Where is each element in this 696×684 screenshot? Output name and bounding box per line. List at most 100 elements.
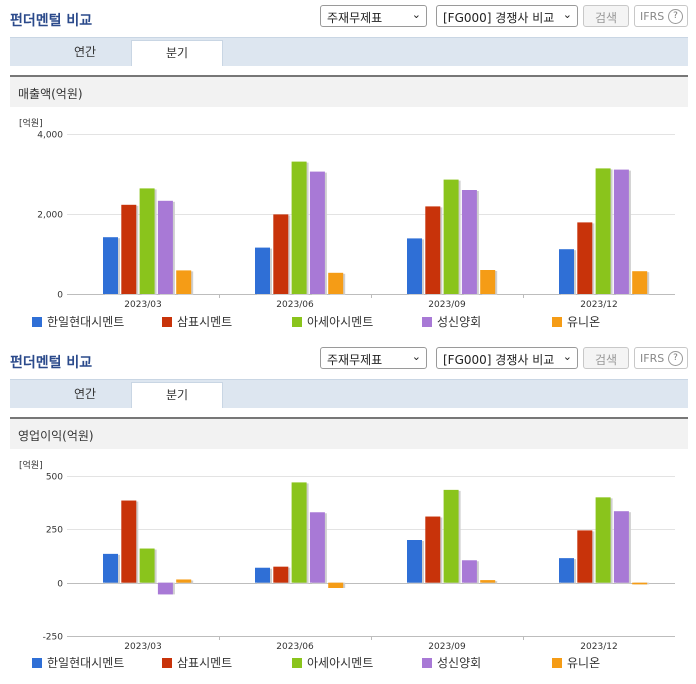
bar-2023-03-series-1[interactable] <box>121 204 137 294</box>
chart-title: 매출액(억원) <box>10 77 688 107</box>
legend-swatch <box>292 658 302 668</box>
bar-2023-06-series-0[interactable] <box>255 567 270 583</box>
legend-item-series-2[interactable]: 아세아시멘트 <box>292 313 373 330</box>
bar-2023-12-series-2[interactable] <box>595 168 611 294</box>
bar-2023-12-series-0[interactable] <box>559 249 574 294</box>
bar-2023-06-series-0[interactable] <box>255 247 270 294</box>
bar-2023-03-series-1[interactable] <box>121 500 137 583</box>
chevron-down-icon: ⌄ <box>411 350 421 363</box>
ifrs-label: IFRS <box>640 10 665 23</box>
bar-2023-06-series-3[interactable] <box>309 171 325 294</box>
bar-2023-06-series-2[interactable] <box>291 482 307 583</box>
legend-swatch <box>32 658 42 668</box>
bar-2023-09-series-1[interactable] <box>425 206 441 294</box>
bar-2023-12-series-1[interactable] <box>577 222 593 294</box>
revenue-chart: 매출액(억원) [억원] 0 2,000 4,000 2023/03 2023/06 20… <box>10 75 688 335</box>
legend-swatch <box>552 658 562 668</box>
ifrs-button[interactable]: IFRS ? <box>634 5 688 27</box>
bar-2023-12-series-2[interactable] <box>595 497 611 583</box>
bar-2023-06-series-4[interactable] <box>328 582 344 588</box>
chevron-down-icon: ⌄ <box>562 350 572 363</box>
tab-annual[interactable]: 연간 <box>73 45 97 59</box>
bar-2023-03-series-4[interactable] <box>176 579 192 583</box>
comparison-group-select[interactable]: [FG000] 경쟁사 비교 ⌄ <box>436 5 578 27</box>
bar-2023-03-series-2[interactable] <box>139 548 155 583</box>
help-icon[interactable]: ? <box>668 9 683 24</box>
legend-swatch <box>422 658 432 668</box>
bar-2023-12-series-4[interactable] <box>632 271 648 294</box>
x-tick-label-2023-12: 2023/12 <box>580 642 617 652</box>
bar-2023-09-series-0[interactable] <box>407 238 422 294</box>
y-tick-label: 4,000 <box>37 131 63 141</box>
legend-swatch <box>422 317 432 327</box>
bar-2023-09-series-1[interactable] <box>425 516 441 583</box>
bar-2023-12-series-4[interactable] <box>632 582 648 585</box>
bar-2023-09-series-4[interactable] <box>480 270 496 294</box>
y-tick-label: 0 <box>57 580 63 590</box>
bar-2023-06-series-4[interactable] <box>328 272 344 294</box>
bar-2023-12-series-1[interactable] <box>577 530 593 583</box>
y-unit-label: [억원] <box>19 119 43 129</box>
x-tick-label-2023-06: 2023/06 <box>276 300 314 310</box>
bar-2023-12-series-3[interactable] <box>613 169 629 294</box>
legend-item-series-1[interactable]: 삼표시멘트 <box>162 654 232 671</box>
bar-2023-03-series-3[interactable] <box>157 200 173 294</box>
help-icon[interactable]: ? <box>668 351 683 366</box>
statement-type-select[interactable]: 주재무제표 ⌄ <box>320 347 427 369</box>
legend-item-series-0[interactable]: 한일현대시멘트 <box>32 313 124 330</box>
y-unit-label: [억원] <box>19 461 43 471</box>
x-tick-label-2023-06: 2023/06 <box>276 642 314 652</box>
bar-2023-03-series-2[interactable] <box>139 188 155 294</box>
search-button[interactable]: 검색 <box>583 5 629 27</box>
panel-header: 펀더멘털 비교 주재무제표 ⌄ [FG000] 경쟁사 비교 ⌄ 검색 IFRS… <box>0 0 696 32</box>
x-tick-label-2023-09: 2023/09 <box>428 642 466 652</box>
comparison-group-select[interactable]: [FG000] 경쟁사 비교 ⌄ <box>436 347 578 369</box>
legend-item-series-4[interactable]: 유니온 <box>552 313 600 330</box>
bar-2023-09-series-3[interactable] <box>461 560 477 583</box>
bar-2023-09-series-2[interactable] <box>443 489 459 583</box>
bar-2023-09-series-3[interactable] <box>461 190 477 294</box>
bar-2023-03-series-4[interactable] <box>176 270 192 294</box>
bar-2023-06-series-1[interactable] <box>273 214 289 294</box>
tab-quarterly[interactable]: 분기 <box>131 40 223 66</box>
chevron-down-icon: ⌄ <box>411 8 421 21</box>
x-tick-label-2023-03: 2023/03 <box>124 642 161 652</box>
legend-item-series-1[interactable]: 삼표시멘트 <box>162 313 232 330</box>
y-tick-label: 0 <box>57 291 63 301</box>
operating-profit-bar-chart: -250 0 250 500 2023/03 2023/06 2023/09 2023/12 <box>43 473 675 652</box>
statement-type-value: 주재무제표 <box>327 11 383 25</box>
bar-2023-06-series-3[interactable] <box>309 512 325 583</box>
legend-item-series-4[interactable]: 유니온 <box>552 654 600 671</box>
legend-label: 한일현대시멘트 <box>47 656 125 670</box>
tab-quarterly[interactable]: 분기 <box>131 382 223 408</box>
legend-item-series-0[interactable]: 한일현대시멘트 <box>32 654 124 671</box>
panel-header: 펀더멘털 비교 주재무제표 ⌄ [FG000] 경쟁사 비교 ⌄ 검색 IFRS… <box>0 342 696 374</box>
legend-item-series-3[interactable]: 성신양회 <box>422 654 481 671</box>
legend-item-series-2[interactable]: 아세아시멘트 <box>292 654 373 671</box>
bar-2023-09-series-2[interactable] <box>443 179 459 294</box>
comparison-group-value: [FG000] 경쟁사 비교 <box>443 11 555 25</box>
bar-2023-06-series-1[interactable] <box>273 566 289 583</box>
bar-2023-12-series-0[interactable] <box>559 558 574 583</box>
tab-annual[interactable]: 연간 <box>73 387 97 401</box>
bar-2023-09-series-0[interactable] <box>407 540 422 583</box>
bar-2023-03-series-0[interactable] <box>103 237 118 294</box>
ifrs-label: IFRS <box>640 352 665 365</box>
x-tick-label-2023-12: 2023/12 <box>580 300 617 310</box>
bar-2023-03-series-3[interactable] <box>157 582 173 595</box>
bar-2023-06-series-2[interactable] <box>291 161 307 294</box>
ifrs-button[interactable]: IFRS ? <box>634 347 688 369</box>
bar-2023-12-series-3[interactable] <box>613 511 629 583</box>
bar-2023-03-series-0[interactable] <box>103 553 118 583</box>
period-tabs: 연간 분기 <box>10 37 688 66</box>
operating-profit-chart: 영업이익(억원) [억원] -250 0 250 500 2023/03 2023/06 2… <box>10 417 688 677</box>
x-tick-label-2023-09: 2023/09 <box>428 300 466 310</box>
legend-label: 아세아시멘트 <box>307 656 374 670</box>
legend-swatch <box>162 658 172 668</box>
legend-item-series-3[interactable]: 성신양회 <box>422 313 481 330</box>
search-button[interactable]: 검색 <box>583 347 629 369</box>
legend-swatch <box>162 317 172 327</box>
fundamental-panel-operating-profit: 펀더멘털 비교 주재무제표 ⌄ [FG000] 경쟁사 비교 ⌄ 검색 IFRS… <box>0 342 696 677</box>
bar-2023-09-series-4[interactable] <box>480 580 496 583</box>
statement-type-select[interactable]: 주재무제표 ⌄ <box>320 5 427 27</box>
